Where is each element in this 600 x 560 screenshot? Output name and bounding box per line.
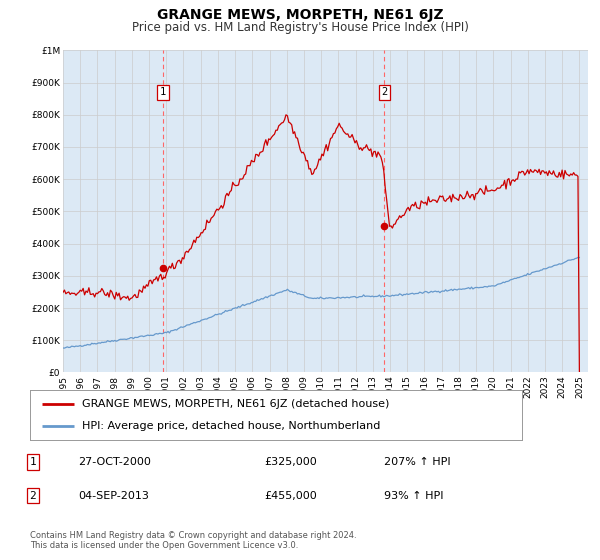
Text: GRANGE MEWS, MORPETH, NE61 6JZ (detached house): GRANGE MEWS, MORPETH, NE61 6JZ (detached… [82,399,389,409]
Text: GRANGE MEWS, MORPETH, NE61 6JZ: GRANGE MEWS, MORPETH, NE61 6JZ [157,8,443,22]
Text: 27-OCT-2000: 27-OCT-2000 [78,457,151,467]
Text: HPI: Average price, detached house, Northumberland: HPI: Average price, detached house, Nort… [82,421,380,431]
Text: £325,000: £325,000 [264,457,317,467]
Text: 1: 1 [29,457,37,467]
Text: 04-SEP-2013: 04-SEP-2013 [78,491,149,501]
Text: Price paid vs. HM Land Registry's House Price Index (HPI): Price paid vs. HM Land Registry's House … [131,21,469,34]
Text: 1: 1 [160,87,166,97]
Text: 2: 2 [381,87,388,97]
Text: 2: 2 [29,491,37,501]
Text: Contains HM Land Registry data © Crown copyright and database right 2024.
This d: Contains HM Land Registry data © Crown c… [30,531,356,550]
Text: 207% ↑ HPI: 207% ↑ HPI [384,457,451,467]
Text: 93% ↑ HPI: 93% ↑ HPI [384,491,443,501]
Text: £455,000: £455,000 [264,491,317,501]
